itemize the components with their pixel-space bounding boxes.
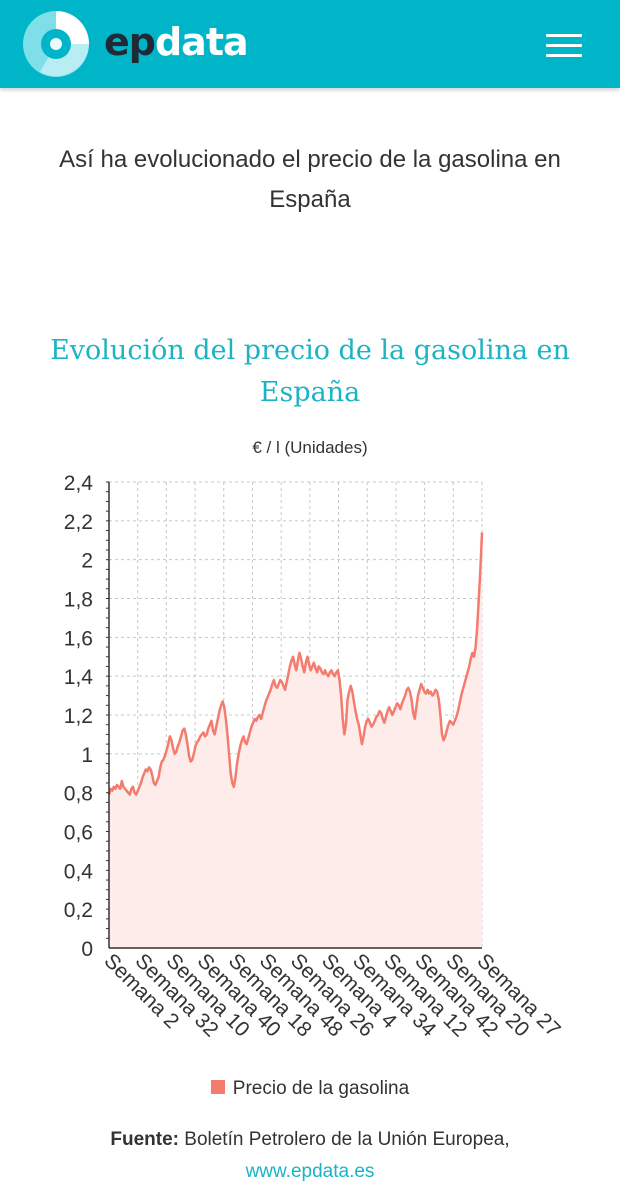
chart-title: Evolución del precio de la gasolina en E…	[50, 335, 570, 408]
hamburger-menu-icon[interactable]	[546, 34, 582, 58]
legend-label: Precio de la gasolina	[232, 1078, 410, 1099]
y-tick-label: 0,6	[64, 822, 93, 845]
y-tick-label: 0,4	[64, 860, 94, 883]
y-tick-label: 1,6	[64, 627, 93, 650]
source-label: Fuente:	[110, 1129, 179, 1150]
y-tick-label: 1	[81, 744, 93, 767]
chart-legend[interactable]: Precio de la gasolina	[0, 1078, 620, 1100]
site-header: epdata	[0, 0, 620, 88]
brand-logo-text[interactable]: epdata	[104, 20, 249, 64]
series-line-precio-gasolina	[107, 532, 484, 796]
source-link[interactable]: www.epdata.es	[245, 1161, 375, 1182]
brand-data: data	[154, 20, 249, 64]
y-tick-label: 1,2	[64, 705, 93, 728]
y-tick-label: 2	[81, 550, 93, 573]
y-tick-label: 0,2	[64, 899, 93, 922]
chart-y-unit-label: € / l (Unidades)	[252, 438, 368, 457]
y-tick-label: 0	[81, 938, 93, 961]
y-tick-label: 1,8	[64, 589, 93, 612]
legend-swatch-icon	[210, 1079, 225, 1094]
series-area-precio-gasolina	[109, 532, 482, 948]
brand-ep: ep	[104, 20, 156, 64]
source-note: Fuente: Boletín Petrolero de la Unión Eu…	[40, 1124, 580, 1188]
epdata-logo-icon[interactable]	[20, 8, 92, 80]
page-title: Así ha evolucionado el precio de la gaso…	[59, 146, 561, 213]
y-tick-label: 0,8	[64, 783, 93, 806]
source-text: Boletín Petrolero de la Unión Europea,	[184, 1129, 510, 1150]
y-tick-label: 1,4	[64, 666, 94, 689]
chart-canvas: 00,20,40,60,811,21,41,61,822,22,4Semana …	[64, 472, 565, 1042]
y-tick-label: 2,4	[64, 472, 94, 495]
y-tick-label: 2,2	[64, 511, 93, 534]
